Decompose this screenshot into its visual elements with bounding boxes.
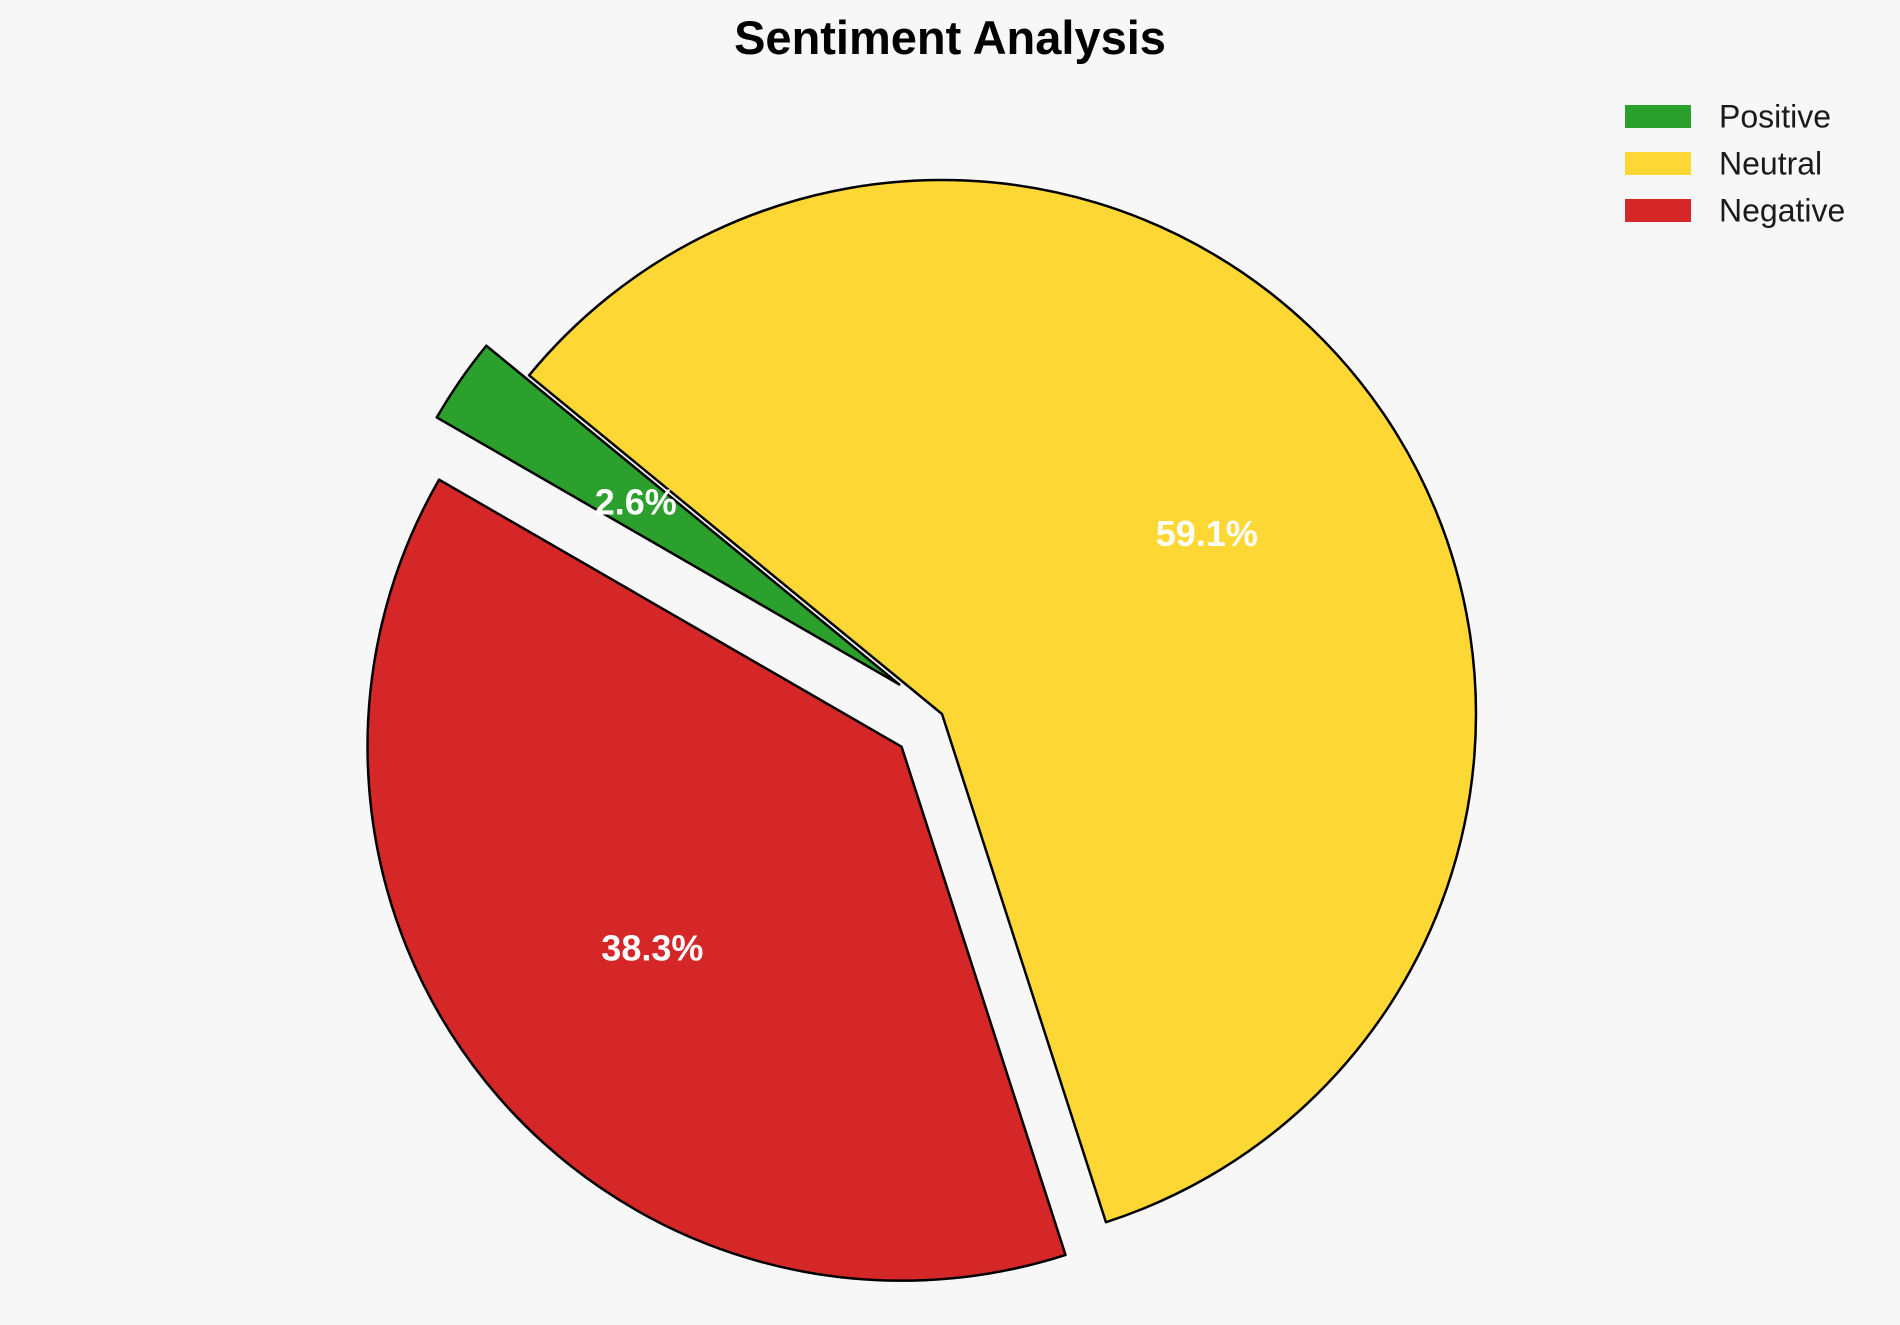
legend-swatch-negative: [1625, 199, 1691, 222]
pie-slice-negative: [366, 478, 1067, 1282]
pie-value-labels: 2.6% 59.1% 38.3%: [595, 482, 1258, 969]
pie-label-positive: 2.6%: [595, 482, 677, 523]
chart-legend: Positive Neutral Negative: [1625, 99, 1845, 229]
pie-label-neutral: 59.1%: [1156, 513, 1258, 554]
legend-label-negative: Negative: [1719, 193, 1845, 229]
chart-title: Sentiment Analysis: [734, 11, 1166, 64]
legend-swatch-positive: [1625, 105, 1691, 128]
pie-label-negative: 38.3%: [601, 928, 703, 969]
legend-label-positive: Positive: [1719, 99, 1831, 135]
pie-slice-neutral: [527, 178, 1478, 1224]
legend-label-neutral: Neutral: [1719, 146, 1822, 182]
pie-slice-positive: [435, 344, 901, 686]
legend-swatch-neutral: [1625, 152, 1691, 175]
pie-slices: [366, 178, 1478, 1282]
